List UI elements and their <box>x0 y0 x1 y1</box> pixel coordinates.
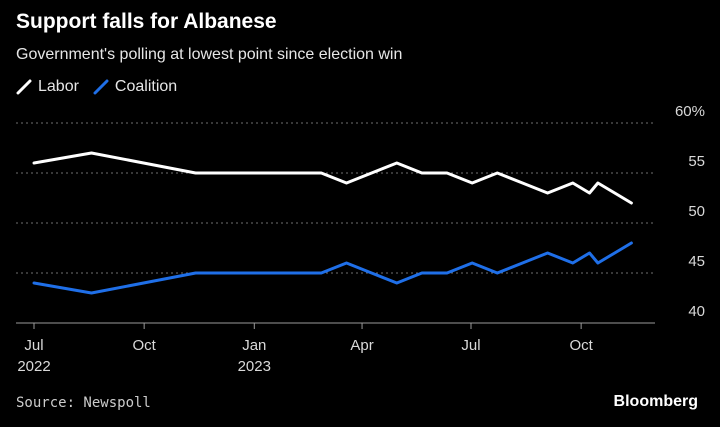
legend: Labor Coalition <box>16 78 191 96</box>
legend-label-coalition: Coalition <box>114 78 178 95</box>
x-tick-label: Oct <box>569 337 593 354</box>
x-tick-label: Jul <box>24 337 43 354</box>
y-tick-label: 50 <box>688 203 705 220</box>
x-tick-label: Jul <box>461 337 480 354</box>
x-tick-label: Apr <box>350 337 373 354</box>
y-tick-label: 45 <box>688 253 705 270</box>
legend-swatch-labor <box>16 79 32 95</box>
legend-item-labor: Labor <box>16 78 79 96</box>
x-tick-year-label: 2023 <box>238 358 271 375</box>
legend-item-coalition: Coalition <box>93 78 177 96</box>
chart-subtitle: Government's polling at lowest point sin… <box>16 46 403 63</box>
source-note: Source: Newspoll <box>16 395 151 411</box>
series-line-labor <box>32 151 633 205</box>
x-tick-year-label: 2022 <box>17 358 50 375</box>
series-line-coalition <box>32 241 633 295</box>
y-tick-label: 40 <box>688 303 705 320</box>
legend-label-labor: Labor <box>38 78 79 95</box>
bloomberg-logo: Bloomberg <box>613 393 698 410</box>
legend-swatch-coalition <box>93 79 109 95</box>
y-tick-label: 55 <box>688 153 705 170</box>
x-tick-label: Oct <box>132 337 156 354</box>
y-tick-label: 60% <box>675 103 705 120</box>
x-tick-label: Jan <box>242 337 266 354</box>
chart-title: Support falls for Albanese <box>16 10 277 33</box>
